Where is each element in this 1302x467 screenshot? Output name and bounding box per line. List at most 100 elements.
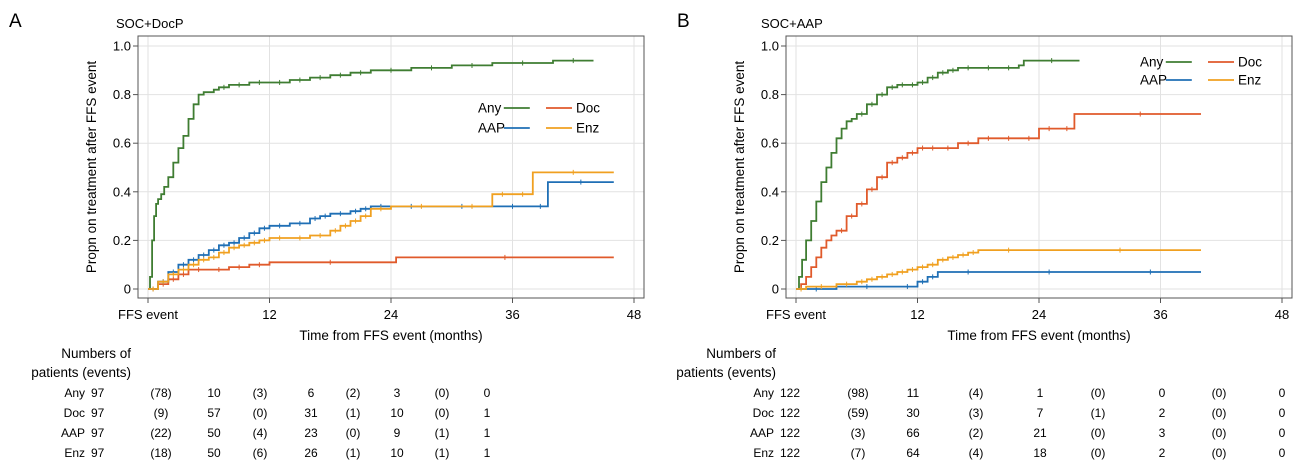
risk-cell: 97 — [91, 446, 105, 460]
risk-cell: 2 — [1159, 446, 1166, 460]
risk-cell: 97 — [91, 406, 105, 420]
legend-label-enz: Enz — [576, 121, 600, 136]
risk-cell: 1 — [484, 406, 491, 420]
risk-table-heading: patients (events) — [676, 365, 776, 380]
risk-row-label: Enz — [64, 446, 85, 460]
risk-cell: 1 — [484, 446, 491, 460]
risk-cell: (6) — [253, 446, 268, 460]
panel-letter: A — [9, 11, 22, 32]
risk-cell: 9 — [394, 426, 401, 440]
y-tick-label: 0.6 — [113, 136, 131, 151]
risk-row-label: AAP — [61, 426, 85, 440]
y-tick-label: 0.4 — [113, 184, 131, 199]
risk-cell: 10 — [390, 406, 404, 420]
panel-letter: B — [677, 11, 690, 32]
risk-cell: (0) — [435, 406, 450, 420]
risk-row-label: Any — [64, 386, 85, 400]
risk-table-heading: Numbers of — [61, 346, 131, 361]
risk-cell: (0) — [1091, 446, 1106, 460]
x-tick-label: 12 — [262, 307, 276, 322]
y-tick-label: 0.6 — [761, 136, 779, 151]
y-tick-label: 0.8 — [761, 87, 779, 102]
x-tick-label: 36 — [1153, 307, 1167, 322]
risk-cell: (98) — [847, 386, 868, 400]
risk-cell: 64 — [906, 446, 920, 460]
series-aap-line — [796, 271, 1201, 290]
y-axis-label: Propn on treatment after FFS event — [732, 61, 747, 274]
risk-cell: 0 — [1279, 386, 1286, 400]
risk-cell: (0) — [435, 386, 450, 400]
risk-cell: 97 — [91, 386, 105, 400]
y-tick-label: 1.0 — [761, 39, 779, 54]
risk-cell: (0) — [1091, 426, 1106, 440]
x-axis-label: Time from FFS event (months) — [299, 328, 482, 343]
x-tick-label: 24 — [384, 307, 398, 322]
series-aap-line — [148, 181, 614, 290]
series-doc-line — [796, 113, 1201, 290]
legend-label-any: Any — [1140, 55, 1164, 70]
risk-row-label: Doc — [753, 406, 774, 420]
risk-cell: 1 — [1037, 386, 1044, 400]
y-axis-label: Propn on treatment after FFS event — [84, 61, 99, 274]
risk-cell: (59) — [847, 406, 868, 420]
risk-cell: (3) — [253, 386, 268, 400]
risk-cell: (0) — [253, 406, 268, 420]
risk-cell: 122 — [780, 406, 800, 420]
risk-cell: (1) — [346, 446, 361, 460]
risk-cell: (0) — [1212, 426, 1227, 440]
risk-cell: 0 — [1279, 426, 1286, 440]
x-tick-label: FFS event — [118, 307, 178, 322]
risk-cell: (1) — [435, 446, 450, 460]
risk-cell: 122 — [780, 426, 800, 440]
risk-cell: (4) — [969, 386, 984, 400]
risk-cell: 122 — [780, 386, 800, 400]
y-tick-label: 0.4 — [761, 184, 779, 199]
risk-cell: 97 — [91, 426, 105, 440]
x-tick-label: 48 — [1275, 307, 1289, 322]
risk-cell: (7) — [851, 446, 866, 460]
chart-title: SOC+DocP — [116, 16, 184, 31]
risk-cell: 2 — [1159, 406, 1166, 420]
risk-cell: 31 — [304, 406, 318, 420]
risk-cell: (4) — [969, 446, 984, 460]
risk-cell: (9) — [154, 406, 169, 420]
legend-label-doc: Doc — [576, 101, 600, 116]
risk-cell: (2) — [969, 426, 984, 440]
series-any-line — [148, 59, 594, 290]
risk-row-label: Any — [753, 386, 774, 400]
risk-cell: 11 — [907, 386, 920, 400]
legend-label-aap: AAP — [1140, 73, 1167, 88]
risk-cell: 18 — [1033, 446, 1047, 460]
risk-table-heading: patients (events) — [31, 365, 131, 380]
risk-cell: 0 — [1279, 406, 1286, 420]
legend-label-aap: AAP — [478, 121, 505, 136]
risk-cell: 21 — [1033, 426, 1047, 440]
risk-table-heading: Numbers of — [706, 346, 776, 361]
risk-cell: 10 — [207, 386, 221, 400]
risk-cell: 57 — [207, 406, 221, 420]
legend-label-doc: Doc — [1238, 55, 1262, 70]
risk-cell: 0 — [1279, 446, 1286, 460]
legend-label-any: Any — [478, 101, 502, 116]
x-tick-label: 12 — [910, 307, 924, 322]
y-tick-label: 1.0 — [113, 39, 131, 54]
risk-cell: 122 — [780, 446, 800, 460]
risk-cell: 0 — [484, 386, 491, 400]
risk-cell: (3) — [969, 406, 984, 420]
legend-label-enz: Enz — [1238, 73, 1262, 88]
risk-cell: 66 — [906, 426, 920, 440]
y-tick-label: 0.2 — [761, 233, 779, 248]
risk-cell: 10 — [390, 446, 404, 460]
risk-cell: (4) — [253, 426, 268, 440]
risk-cell: 0 — [1159, 386, 1166, 400]
risk-cell: 3 — [1159, 426, 1166, 440]
risk-cell: 26 — [304, 446, 318, 460]
risk-cell: (3) — [851, 426, 866, 440]
series-any-line — [796, 59, 1080, 290]
risk-cell: (22) — [150, 426, 171, 440]
risk-row-label: AAP — [750, 426, 774, 440]
y-tick-label: 0 — [772, 282, 779, 297]
